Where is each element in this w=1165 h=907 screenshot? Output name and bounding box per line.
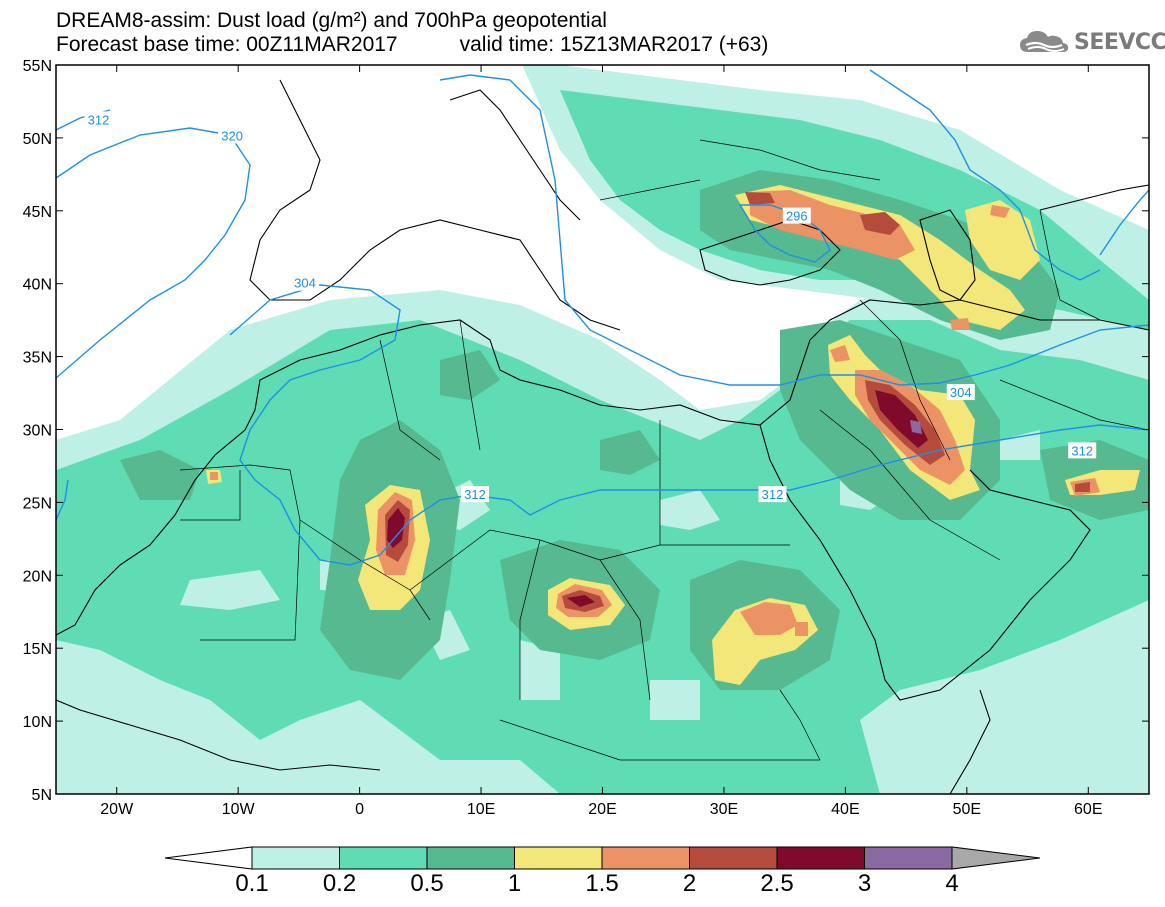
dust-level-2-5 (387, 390, 928, 607)
axis-ticks (56, 64, 1149, 795)
colorbar-swatch (426, 846, 515, 870)
lat-label: 20N (23, 568, 52, 585)
colorbar-swatch (864, 846, 953, 870)
lon-label: 40E (831, 801, 859, 818)
lat-label: 50N (23, 131, 52, 148)
contour-label-bg (758, 486, 787, 503)
colorbar-label: 3 (858, 870, 871, 897)
contour-label-bg (782, 207, 811, 224)
contour-label: 304 (950, 385, 972, 400)
colorbar-label: 0.2 (323, 870, 356, 897)
contour-label-bg (84, 111, 113, 128)
longitude-labels: 20W 10W 0 10E 20E 30E 40E 50E 60E (100, 801, 1102, 818)
colorbar-label: 1.5 (585, 870, 618, 897)
colorbar-swatch (689, 846, 778, 870)
colorbar-swatch (339, 846, 428, 870)
contour-label: 312 (1071, 443, 1093, 458)
lat-label: 5N (32, 787, 52, 804)
contour-label-bg (1068, 442, 1097, 459)
lat-label: 40N (23, 277, 52, 294)
lat-label: 55N (23, 58, 52, 75)
lon-label: 20E (588, 801, 616, 818)
contour-label: 312 (464, 487, 486, 502)
chart-title: DREAM8-assim: Dust load (g/m²) and 700hP… (56, 9, 607, 32)
contour-label: 320 (221, 128, 243, 143)
contour-label: 312 (88, 112, 110, 127)
contour-label-bg (460, 486, 489, 503)
colorbar-label: 0.5 (410, 870, 443, 897)
lat-label: 10N (23, 714, 52, 731)
contour-label: 312 (762, 487, 784, 502)
colorbar-label: 4 (945, 870, 958, 897)
colorbar-label: 2.5 (760, 870, 793, 897)
colorbar-max-extend (951, 846, 1041, 870)
country-borders (179, 139, 1149, 761)
colorbar-swatch (514, 846, 603, 870)
lat-label: 35N (23, 350, 52, 367)
colorbar-swatch (251, 846, 340, 870)
valid-time: valid time: 15Z13MAR2017 (+63) (459, 33, 769, 56)
logo-text: SEEVCCC (1074, 29, 1165, 55)
contour-label: 296 (786, 209, 808, 224)
dust-level-3 (910, 420, 922, 434)
coastlines (56, 79, 1149, 794)
lat-label: 25N (23, 495, 52, 512)
contour-label-bg (946, 384, 975, 401)
colorbar-label: 1 (508, 870, 521, 897)
colorbar-swatch (601, 846, 690, 870)
lon-label: 30E (710, 801, 738, 818)
base-time: Forecast base time: 00Z11MAR2017 (56, 33, 398, 56)
contour-label: 304 (294, 276, 316, 291)
latitude-labels: 55N 50N 45N 40N 35N 30N 25N 20N 15N 10N 5N (23, 58, 52, 804)
lon-label: 60E (1074, 801, 1102, 818)
cloud-icon (1020, 31, 1069, 52)
colorbar-swatch (776, 846, 865, 870)
lon-label: 10E (467, 801, 495, 818)
geopotential-contours (56, 69, 1149, 566)
lat-label: 15N (23, 641, 52, 658)
contour-label-bg (290, 274, 319, 291)
colorbar: 0.1 0.2 0.5 1 1.5 2 2.5 3 4 (164, 846, 1041, 897)
lon-label: 50E (953, 801, 981, 818)
contour-labels: 312 320 304 296 304 312 312 312 (84, 111, 1097, 503)
colorbar-min-extend (164, 846, 253, 870)
dust-field: 312 320 304 296 304 312 312 312 (56, 65, 1149, 794)
lon-label: 0 (355, 801, 364, 818)
lon-label: 20W (100, 801, 134, 818)
colorbar-label: 2 (683, 870, 696, 897)
seevccc-logo: SEEVCCC (1018, 27, 1165, 57)
colorbar-label: 0.1 (235, 870, 268, 897)
lon-label: 10W (222, 801, 256, 818)
chart-subtitle: Forecast base time: 00Z11MAR2017 valid ti… (56, 34, 768, 56)
lat-label: 45N (23, 204, 52, 221)
lat-label: 30N (23, 423, 52, 440)
contour-label-bg (218, 127, 247, 144)
